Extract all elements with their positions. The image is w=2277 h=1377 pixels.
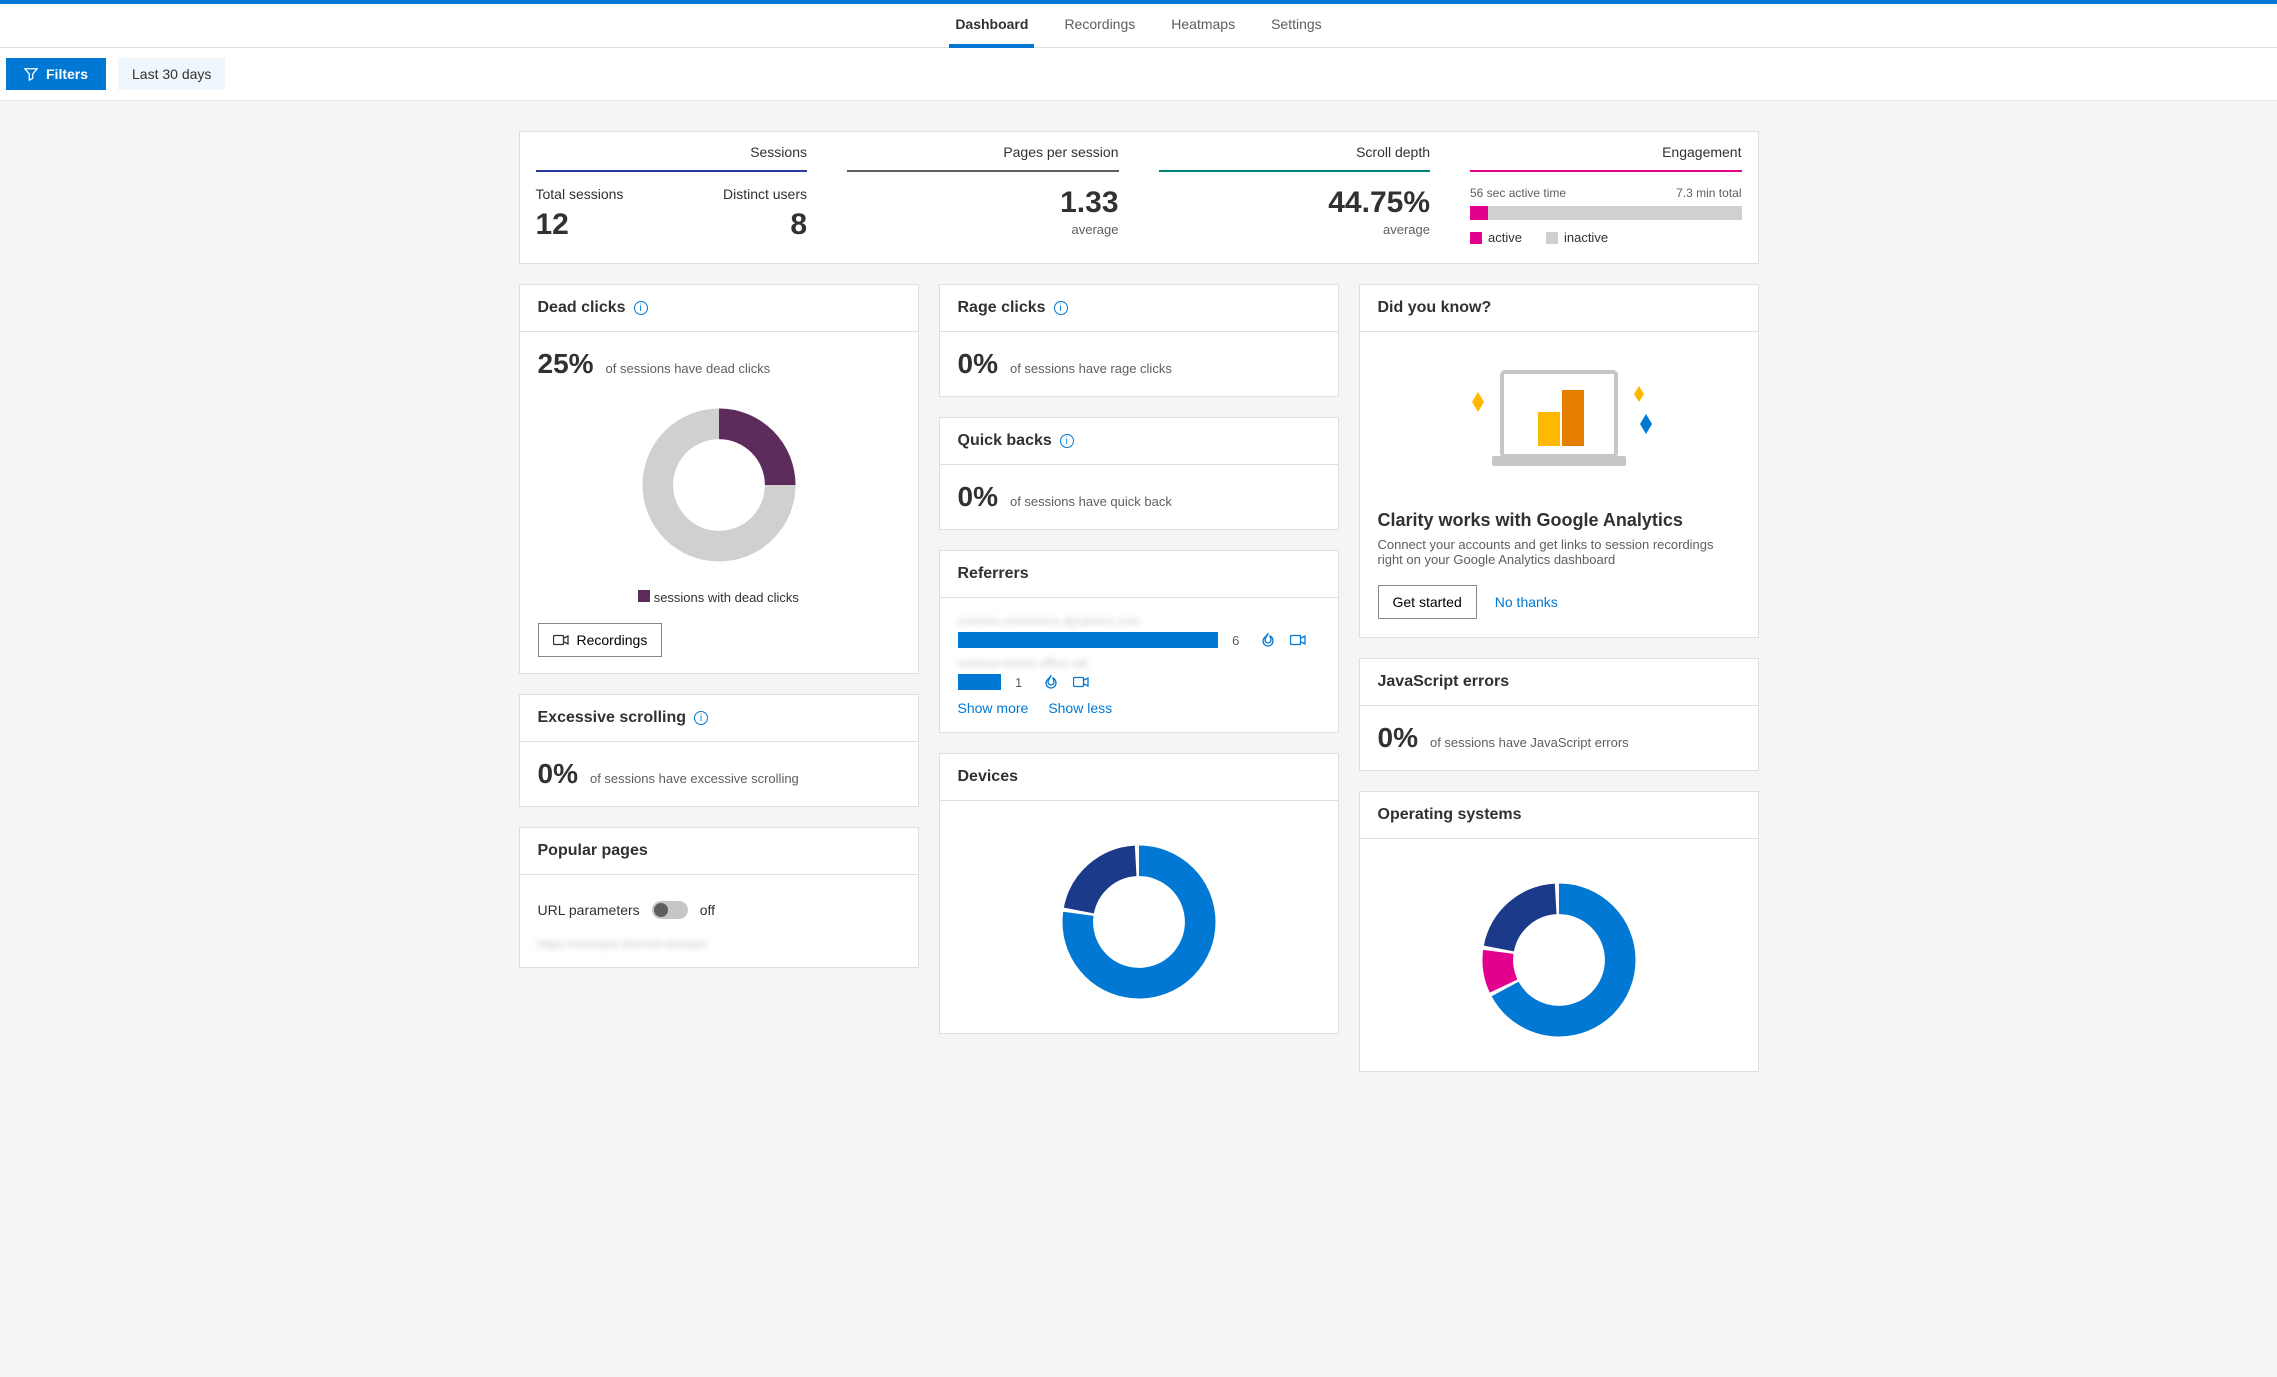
camera-icon[interactable] xyxy=(1073,674,1089,690)
quick-backs-title: Quick backs xyxy=(958,432,1052,450)
referrer-count: 6 xyxy=(1232,633,1246,648)
promo-title: Clarity works with Google Analytics xyxy=(1378,510,1740,531)
referrer-label: contoso-commerce.dynamics.com xyxy=(958,614,1320,628)
legend-active: active xyxy=(1470,230,1522,245)
excessive-scrolling-sub: of sessions have excessive scrolling xyxy=(590,771,799,786)
camera-icon[interactable] xyxy=(1290,632,1306,648)
pps-sub: average xyxy=(847,222,1119,237)
url-params-state: off xyxy=(700,902,715,918)
distinct-users-label: Distinct users xyxy=(723,186,807,202)
filters-button[interactable]: Filters xyxy=(6,58,106,90)
referrer-bar xyxy=(958,632,1219,648)
scroll-title: Scroll depth xyxy=(1159,144,1431,170)
promo-illustration xyxy=(1378,332,1740,510)
referrers-title: Referrers xyxy=(958,565,1029,583)
tab-settings[interactable]: Settings xyxy=(1253,4,1340,47)
summary-sessions: Sessions Total sessions 12 Distinct user… xyxy=(520,132,824,263)
os-title: Operating systems xyxy=(1378,806,1522,824)
referrer-label: contoso-teams.office.net xyxy=(958,656,1320,670)
info-icon[interactable]: i xyxy=(634,301,648,315)
rage-clicks-title: Rage clicks xyxy=(958,299,1046,317)
pps-title: Pages per session xyxy=(847,144,1119,170)
engagement-active-text: 56 sec active time xyxy=(1470,186,1566,200)
dead-clicks-title: Dead clicks xyxy=(538,299,626,317)
scroll-value: 44.75% xyxy=(1159,186,1431,220)
url-params-toggle[interactable] xyxy=(652,901,688,919)
top-nav: Dashboard Recordings Heatmaps Settings xyxy=(0,4,2277,48)
referrers-card: Referrers contoso-commerce.dynamics.com 6… xyxy=(939,550,1339,733)
popular-url-sample: https://example-blurred-domain/ xyxy=(538,937,900,951)
promo-text: Connect your accounts and get links to s… xyxy=(1378,537,1740,567)
devices-card: Devices xyxy=(939,753,1339,1034)
recordings-button-label: Recordings xyxy=(577,632,648,648)
referrer-row: contoso-teams.office.net 1 xyxy=(958,656,1320,690)
date-range-chip[interactable]: Last 30 days xyxy=(118,58,225,90)
referrer-row: contoso-commerce.dynamics.com 6 xyxy=(958,614,1320,648)
info-icon[interactable]: i xyxy=(1060,434,1074,448)
summary-scroll-depth: Scroll depth 44.75% average xyxy=(1143,132,1447,263)
summary-sessions-title: Sessions xyxy=(536,144,808,170)
rage-clicks-card: Rage clicks i 0% of sessions have rage c… xyxy=(939,284,1339,397)
promo-heading: Did you know? xyxy=(1378,299,1492,317)
tab-dashboard[interactable]: Dashboard xyxy=(937,4,1046,47)
rage-clicks-sub: of sessions have rage clicks xyxy=(1010,361,1172,376)
quick-backs-sub: of sessions have quick back xyxy=(1010,494,1172,509)
show-more-link[interactable]: Show more xyxy=(958,700,1029,716)
tab-recordings[interactable]: Recordings xyxy=(1046,4,1153,47)
get-started-button[interactable]: Get started xyxy=(1378,585,1477,619)
js-errors-pct: 0% xyxy=(1378,722,1418,754)
devices-title: Devices xyxy=(958,768,1019,786)
url-params-label: URL parameters xyxy=(538,902,640,918)
engagement-total-text: 7.3 min total xyxy=(1676,186,1741,200)
promo-card: Did you know? Clari xyxy=(1359,284,1759,638)
filter-bar: Filters Last 30 days xyxy=(0,48,2277,101)
excessive-scrolling-card: Excessive scrolling i 0% of sessions hav… xyxy=(519,694,919,807)
total-sessions-value: 12 xyxy=(536,208,624,242)
engagement-bar xyxy=(1470,206,1742,220)
flame-icon[interactable] xyxy=(1043,674,1059,690)
total-sessions-label: Total sessions xyxy=(536,186,624,202)
recordings-button[interactable]: Recordings xyxy=(538,623,663,657)
scroll-sub: average xyxy=(1159,222,1431,237)
excessive-scrolling-pct: 0% xyxy=(538,758,578,790)
popular-pages-card: Popular pages URL parameters off https:/… xyxy=(519,827,919,968)
engagement-title: Engagement xyxy=(1470,144,1742,170)
filter-icon xyxy=(24,67,38,81)
dead-clicks-card: Dead clicks i 25% of sessions have dead … xyxy=(519,284,919,674)
no-thanks-link[interactable]: No thanks xyxy=(1495,594,1558,610)
referrer-count: 1 xyxy=(1015,675,1029,690)
info-icon[interactable]: i xyxy=(694,711,708,725)
devices-donut xyxy=(1054,837,1224,1007)
os-donut xyxy=(1474,875,1644,1045)
excessive-scrolling-title: Excessive scrolling xyxy=(538,709,687,727)
flame-icon[interactable] xyxy=(1260,632,1276,648)
referrer-bar xyxy=(958,674,1001,690)
summary-engagement: Engagement 56 sec active time 7.3 min to… xyxy=(1454,132,1758,263)
js-errors-card: JavaScript errors 0% of sessions have Ja… xyxy=(1359,658,1759,771)
os-card: Operating systems xyxy=(1359,791,1759,1072)
legend-inactive: inactive xyxy=(1546,230,1608,245)
tab-heatmaps[interactable]: Heatmaps xyxy=(1153,4,1253,47)
popular-pages-title: Popular pages xyxy=(538,842,648,860)
rage-clicks-pct: 0% xyxy=(958,348,998,380)
dead-clicks-donut xyxy=(634,400,804,570)
show-less-link[interactable]: Show less xyxy=(1048,700,1112,716)
camera-icon xyxy=(553,634,569,646)
filters-button-label: Filters xyxy=(46,66,88,82)
dead-clicks-legend: sessions with dead clicks xyxy=(654,590,799,605)
quick-backs-pct: 0% xyxy=(958,481,998,513)
pps-value: 1.33 xyxy=(847,186,1119,220)
dead-clicks-pct: 25% xyxy=(538,348,594,380)
distinct-users-value: 8 xyxy=(723,208,807,242)
quick-backs-card: Quick backs i 0% of sessions have quick … xyxy=(939,417,1339,530)
summary-pages-per-session: Pages per session 1.33 average xyxy=(831,132,1135,263)
js-errors-title: JavaScript errors xyxy=(1378,673,1510,691)
js-errors-sub: of sessions have JavaScript errors xyxy=(1430,735,1629,750)
dead-clicks-sub: of sessions have dead clicks xyxy=(606,361,771,376)
summary-card: Sessions Total sessions 12 Distinct user… xyxy=(519,131,1759,264)
info-icon[interactable]: i xyxy=(1054,301,1068,315)
